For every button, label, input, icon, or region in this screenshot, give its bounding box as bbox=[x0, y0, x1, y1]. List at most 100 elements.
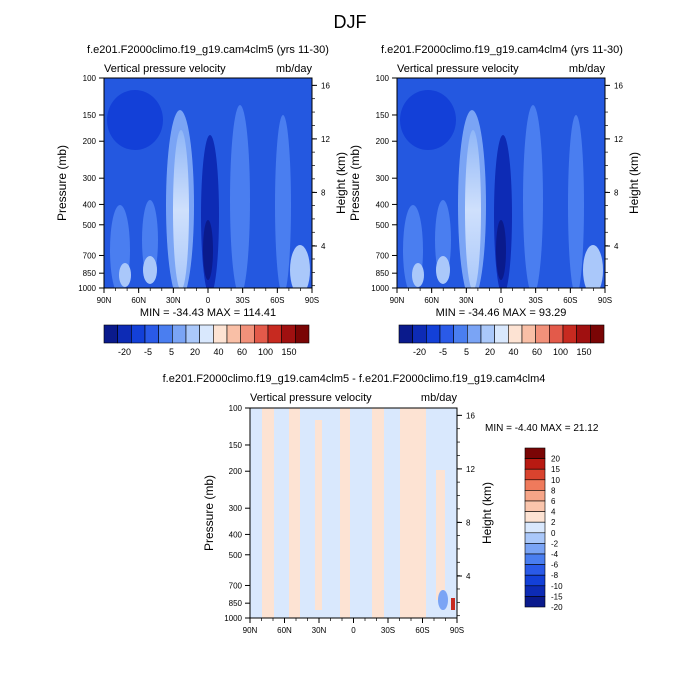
colorbar-label: 40 bbox=[509, 347, 519, 357]
colorbar-box bbox=[508, 324, 523, 344]
colorbar-label: -2 bbox=[551, 539, 559, 548]
colorbar-box bbox=[524, 490, 546, 502]
colorbar-box bbox=[524, 458, 546, 470]
colorbar-label: 4 bbox=[551, 508, 556, 517]
y2-axis-label: Height (km) bbox=[627, 152, 641, 214]
colorbar-box bbox=[226, 324, 241, 344]
y-tick-label: 300 bbox=[83, 174, 97, 183]
colorbar-box bbox=[524, 585, 546, 597]
colorbar-label: 20 bbox=[485, 347, 495, 357]
y-tick-label: 100 bbox=[229, 404, 243, 413]
colorbar-box bbox=[240, 324, 255, 344]
y2-tick-label: 4 bbox=[321, 242, 326, 251]
colorbar: -20 -5 5 20 40 60 100 150 bbox=[103, 324, 310, 357]
y-tick-label: 300 bbox=[229, 504, 243, 513]
colorbar-label: 15 bbox=[551, 465, 560, 474]
y-tick-label: 400 bbox=[229, 530, 243, 539]
left-string: Vertical pressure velocity bbox=[104, 63, 226, 75]
colorbar: -20 -5 5 20 40 60 100 150 bbox=[398, 324, 605, 357]
x-tick-label: 60N bbox=[424, 296, 439, 305]
right-string: mb/day bbox=[421, 392, 458, 404]
y-tick-label: 300 bbox=[376, 174, 390, 183]
colorbar-box bbox=[103, 324, 118, 344]
colorbar-label: 2 bbox=[551, 518, 556, 527]
colorbar-box bbox=[439, 324, 454, 344]
colorbar-box bbox=[398, 324, 413, 344]
y-tick-label: 150 bbox=[83, 111, 97, 120]
y-tick-label: 500 bbox=[376, 221, 390, 230]
x-tick-label: 30S bbox=[236, 296, 250, 305]
y2-tick-label: 16 bbox=[466, 411, 475, 420]
colorbar-label: 150 bbox=[282, 347, 297, 357]
x-tick-label: 90N bbox=[97, 296, 112, 305]
colorbar-label: -20 bbox=[551, 603, 563, 612]
x-tick-label: 90N bbox=[243, 626, 258, 635]
colorbar-label: 8 bbox=[551, 486, 556, 495]
y-tick-label: 200 bbox=[83, 137, 97, 146]
colorbar-box bbox=[524, 447, 546, 459]
x-tick-label: 30S bbox=[529, 296, 543, 305]
y2-tick-label: 8 bbox=[466, 518, 471, 527]
colorbar-box bbox=[524, 511, 546, 523]
colorbar-box bbox=[467, 324, 482, 344]
colorbar-label: 6 bbox=[551, 497, 556, 506]
y-tick-label: 400 bbox=[376, 200, 390, 209]
x-tick-label: 60N bbox=[277, 626, 292, 635]
colorbar-box bbox=[549, 324, 564, 344]
y2-tick-label: 8 bbox=[321, 188, 326, 197]
x-tick-label: 90S bbox=[598, 296, 612, 305]
y-tick-label: 200 bbox=[376, 137, 390, 146]
axis-ticks: 90N 60N 30N 0 30S 60S 90S 100 150 200 300 400 500 700… bbox=[371, 74, 623, 305]
page-title: DJF bbox=[334, 12, 367, 32]
y-tick-label: 700 bbox=[229, 581, 243, 590]
x-tick-label: 30N bbox=[312, 626, 327, 635]
colorbar-label: -20 bbox=[118, 347, 131, 357]
axis-ticks: 90N 60N 30N 0 30S 60S 90S 100 150 200 300 400 500 700… bbox=[224, 404, 475, 635]
left-string: Vertical pressure velocity bbox=[250, 392, 372, 404]
y-tick-label: 150 bbox=[229, 441, 243, 450]
y-tick-label: 500 bbox=[229, 551, 243, 560]
colorbar-label: 150 bbox=[577, 347, 592, 357]
colorbar-box bbox=[590, 324, 605, 344]
colorbar-label: 5 bbox=[169, 347, 174, 357]
panel-title: f.e201.F2000climo.f19_g19.cam4clm4 (yrs … bbox=[381, 44, 623, 56]
y2-tick-label: 16 bbox=[614, 81, 623, 90]
panel-clm5: f.e201.F2000climo.f19_g19.cam4clm5 (yrs … bbox=[55, 44, 348, 357]
y2-tick-label: 16 bbox=[321, 81, 330, 90]
colorbar-label: -5 bbox=[439, 347, 447, 357]
colorbar-box bbox=[144, 324, 159, 344]
colorbar-box bbox=[254, 324, 269, 344]
colorbar-box bbox=[524, 596, 546, 608]
colorbar-box bbox=[453, 324, 468, 344]
colorbar-label: -5 bbox=[144, 347, 152, 357]
colorbar-box bbox=[494, 324, 509, 344]
colorbar-label: -10 bbox=[551, 582, 563, 591]
y-tick-label: 100 bbox=[83, 74, 97, 83]
colorbar-label: -6 bbox=[551, 561, 559, 570]
y-tick-label: 400 bbox=[83, 200, 97, 209]
colorbar-box bbox=[131, 324, 146, 344]
panel-title: f.e201.F2000climo.f19_g19.cam4clm5 (yrs … bbox=[87, 44, 329, 56]
y-tick-label: 100 bbox=[376, 74, 390, 83]
colorbar-box bbox=[524, 553, 546, 565]
colorbar-box bbox=[524, 468, 546, 481]
colorbar-box bbox=[295, 324, 310, 344]
colorbar-label: 60 bbox=[532, 347, 542, 357]
x-tick-label: 60S bbox=[563, 296, 577, 305]
x-tick-label: 30S bbox=[381, 626, 395, 635]
colorbar-box bbox=[524, 574, 546, 587]
colorbar-box bbox=[524, 500, 546, 512]
colorbar-label: 100 bbox=[553, 347, 568, 357]
colorbar-box bbox=[524, 479, 546, 491]
left-string: Vertical pressure velocity bbox=[397, 63, 519, 75]
y-tick-label: 200 bbox=[229, 467, 243, 476]
colorbar-label: 20 bbox=[551, 455, 560, 464]
stats-text: MIN = -34.46 MAX = 93.29 bbox=[436, 307, 567, 319]
colorbar-box bbox=[524, 532, 546, 544]
y-axis-label: Pressure (mb) bbox=[202, 475, 216, 551]
right-string: mb/day bbox=[569, 63, 606, 75]
contour-field bbox=[104, 78, 312, 288]
colorbar-label: 100 bbox=[258, 347, 273, 357]
x-tick-label: 0 bbox=[499, 296, 504, 305]
